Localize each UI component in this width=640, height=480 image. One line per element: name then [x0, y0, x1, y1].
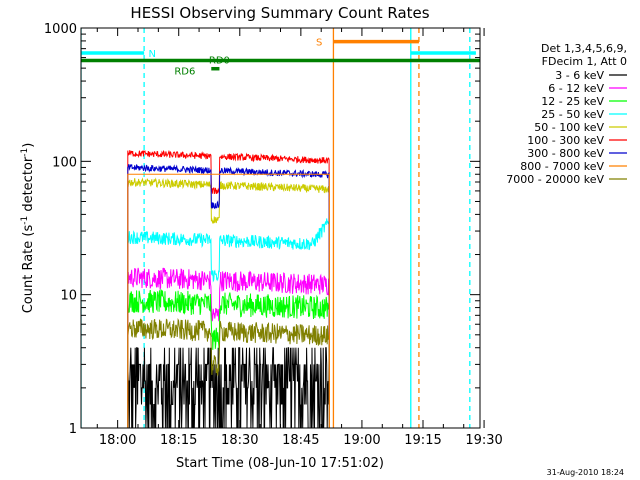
legend-label-1: 6 - 12 keV	[548, 82, 604, 95]
y-tick-label-1: 10	[60, 289, 77, 304]
annotations: N RD0 RD6 S	[149, 38, 323, 78]
plot-area: N RD0 RD6 S	[80, 27, 481, 429]
x-tick-label-1: 18:15	[160, 433, 197, 448]
series-line-4	[127, 177, 330, 428]
chart-title: HESSI Observing Summary Count Rates	[130, 4, 429, 22]
y-tick-label-0: 1	[69, 422, 77, 437]
series-line-1	[127, 267, 330, 428]
legend-label-5: 100 - 300 keV	[527, 134, 604, 147]
series-lines	[127, 149, 330, 428]
legend-label-8: 7000 - 20000 keV	[506, 173, 604, 186]
legend-label-3: 25 - 50 keV	[541, 108, 604, 121]
series-line-0	[127, 347, 330, 428]
legend: Det 1,3,4,5,6,9, FDecim 1, Att 0 3 - 6 k…	[506, 42, 627, 186]
x-tick-label-3: 18:45	[282, 433, 319, 448]
legend-label-6: 300 - 800 keV	[527, 147, 604, 160]
legend-label-0: 3 - 6 keV	[555, 69, 604, 82]
y-axis: 1 10 100 1000	[44, 22, 480, 437]
x-tick-label-4: 19:00	[343, 433, 380, 448]
series-line-2	[127, 288, 330, 428]
legend-label-4: 50 - 100 keV	[534, 121, 604, 134]
series-line-3	[127, 218, 330, 428]
series-line-5	[127, 149, 330, 428]
annotation-n: N	[149, 49, 156, 60]
annotation-rd6: RD6	[174, 67, 195, 78]
y-tick-label-2: 100	[52, 155, 77, 170]
legend-header-line-1: Det 1,3,4,5,6,9,	[541, 42, 627, 55]
footer-date: 31-Aug-2010 18:24	[547, 468, 624, 477]
legend-label-7: 800 - 7000 keV	[520, 160, 604, 173]
annotation-s: S	[316, 38, 322, 49]
x-axis: 18:00 18:15 18:30 18:45 19:00 19:15 19:30	[96, 28, 503, 448]
x-tick-label-5: 19:15	[404, 433, 441, 448]
x-tick-label-6: 19:30	[465, 433, 502, 448]
status-bars	[81, 39, 480, 71]
x-tick-label-0: 18:00	[99, 433, 136, 448]
legend-label-2: 12 - 25 keV	[541, 95, 604, 108]
annotation-rd0: RD0	[209, 56, 230, 67]
legend-header-line-2: FDecim 1, Att 0	[542, 55, 627, 68]
y-axis-label: Count Rate (s-1 detector-1)	[20, 143, 36, 314]
y-tick-label-3: 1000	[44, 22, 77, 37]
x-tick-label-2: 18:30	[221, 433, 258, 448]
series-line-8	[127, 318, 330, 428]
x-axis-label: Start Time (08-Jun-10 17:51:02)	[176, 456, 384, 471]
series-line-7	[127, 173, 330, 428]
